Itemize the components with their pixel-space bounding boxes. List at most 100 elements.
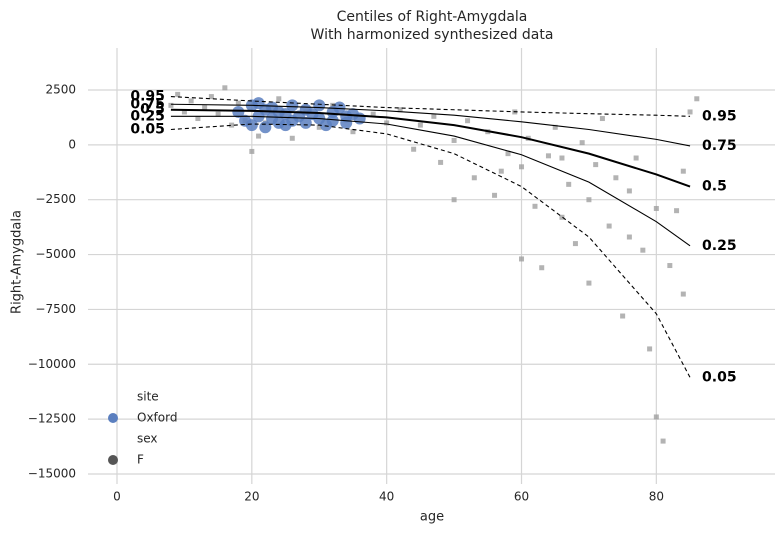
point bbox=[286, 99, 299, 112]
point bbox=[667, 263, 673, 269]
point bbox=[498, 168, 504, 174]
y-tick-label: −12500 bbox=[28, 412, 76, 426]
centile-label: 0.95 bbox=[130, 89, 165, 105]
point bbox=[208, 94, 214, 100]
point bbox=[566, 181, 572, 187]
point bbox=[653, 414, 659, 420]
centile-label: 0.5 bbox=[702, 179, 727, 195]
point bbox=[532, 203, 538, 209]
point bbox=[249, 148, 255, 154]
point bbox=[680, 291, 686, 297]
chart-title: Centiles of Right-Amygdala bbox=[337, 9, 528, 25]
centile-label: 0.95 bbox=[702, 108, 737, 124]
legend-marker bbox=[108, 455, 118, 465]
centile-curve bbox=[170, 108, 691, 188]
y-tick-label: −2500 bbox=[35, 192, 76, 206]
point bbox=[559, 214, 565, 220]
legend-label: F bbox=[137, 453, 144, 467]
point bbox=[579, 140, 585, 146]
point bbox=[222, 85, 228, 91]
y-tick-label: −7500 bbox=[35, 302, 76, 316]
point bbox=[333, 101, 346, 114]
point bbox=[384, 120, 390, 126]
point bbox=[168, 102, 174, 108]
point bbox=[599, 116, 605, 122]
point bbox=[586, 197, 592, 203]
y-axis-label: Right-Amygdala bbox=[10, 210, 25, 314]
point bbox=[289, 135, 295, 141]
point bbox=[593, 162, 599, 168]
x-tick-label: 20 bbox=[244, 490, 259, 504]
point bbox=[397, 107, 403, 113]
x-tick-label: 40 bbox=[379, 490, 394, 504]
point bbox=[519, 164, 525, 170]
centile-curve bbox=[170, 103, 691, 147]
point bbox=[411, 146, 417, 152]
centile-curve bbox=[170, 115, 691, 247]
point bbox=[552, 124, 558, 130]
point bbox=[674, 208, 680, 214]
legend-label: Oxford bbox=[137, 411, 177, 425]
centile-label: 0.05 bbox=[130, 121, 165, 137]
point bbox=[188, 98, 194, 104]
point bbox=[313, 99, 326, 112]
point bbox=[471, 175, 477, 181]
point bbox=[215, 111, 221, 117]
point bbox=[235, 100, 241, 106]
point bbox=[586, 280, 592, 286]
chart-subtitle: With harmonized synthesized data bbox=[311, 27, 554, 43]
y-tick-label: −5000 bbox=[35, 247, 76, 261]
centile-curve bbox=[170, 123, 691, 378]
point bbox=[316, 124, 322, 130]
point bbox=[660, 438, 666, 444]
legend-marker bbox=[108, 413, 118, 423]
point bbox=[539, 265, 545, 271]
point bbox=[229, 122, 235, 128]
centile-curve bbox=[170, 96, 691, 117]
y-tick-label: −10000 bbox=[28, 357, 76, 371]
legend-title: site bbox=[137, 390, 159, 404]
point bbox=[431, 113, 437, 119]
point bbox=[353, 112, 366, 125]
point bbox=[572, 241, 578, 247]
point bbox=[613, 175, 619, 181]
point bbox=[175, 91, 181, 97]
point bbox=[640, 247, 646, 253]
centile-label: 0.75 bbox=[130, 96, 165, 112]
point bbox=[451, 197, 457, 203]
point bbox=[276, 96, 282, 102]
point bbox=[633, 155, 639, 161]
point bbox=[687, 109, 693, 115]
point bbox=[299, 116, 312, 129]
point bbox=[680, 168, 686, 174]
point bbox=[350, 129, 356, 135]
point bbox=[519, 256, 525, 262]
y-tick-label: 2500 bbox=[45, 82, 76, 96]
point bbox=[326, 114, 339, 127]
point bbox=[545, 153, 551, 159]
legend-title: sex bbox=[137, 432, 158, 446]
point bbox=[626, 234, 632, 240]
point bbox=[438, 159, 444, 165]
centile-label: 0.25 bbox=[130, 108, 165, 124]
x-tick-label: 80 bbox=[649, 490, 664, 504]
point bbox=[202, 105, 208, 111]
point bbox=[370, 111, 376, 117]
centile-label: 0.5 bbox=[140, 102, 165, 118]
point bbox=[232, 105, 245, 118]
point bbox=[620, 313, 626, 319]
point bbox=[505, 151, 511, 157]
x-tick-label: 60 bbox=[514, 490, 529, 504]
point bbox=[492, 192, 498, 198]
x-tick-label: 0 bbox=[113, 490, 121, 504]
point bbox=[647, 346, 653, 352]
point bbox=[465, 118, 471, 124]
centile-label: 0.05 bbox=[702, 369, 737, 385]
point bbox=[606, 223, 612, 229]
point bbox=[653, 205, 659, 211]
point bbox=[694, 96, 700, 102]
point bbox=[559, 155, 565, 161]
y-tick-label: 0 bbox=[68, 137, 76, 151]
centile-label: 0.75 bbox=[702, 138, 737, 154]
